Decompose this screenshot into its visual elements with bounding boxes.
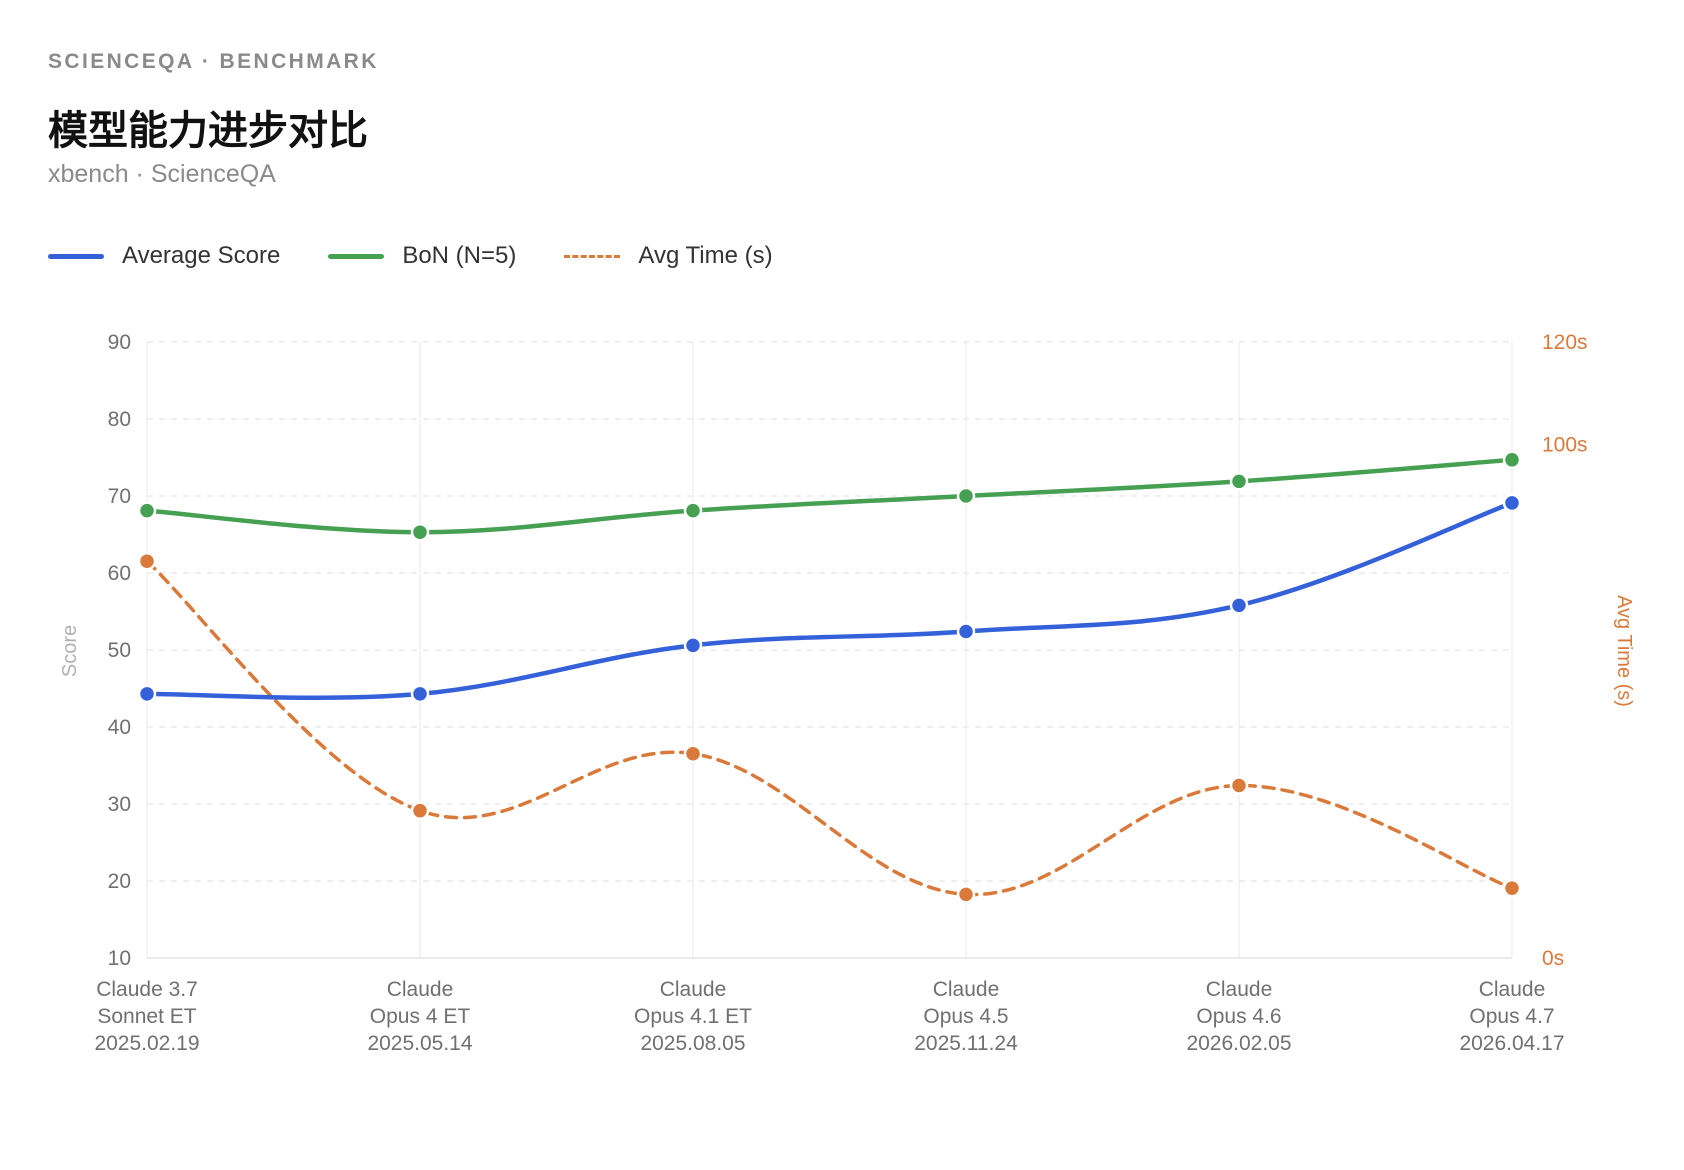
x-tick-label-3-2: 2025.11.24 (914, 1032, 1018, 1055)
legend-item-average-score[interactable]: Average Score (48, 242, 280, 270)
x-tick-label-1-1: Opus 4 ET (370, 1005, 471, 1028)
chart-legend: Average Score BoN (N=5) Avg Time (s) (48, 242, 821, 270)
data-point-avg-time-s-0 (137, 551, 157, 571)
data-point-average-score-1 (410, 684, 430, 704)
y-tick-label-30: 30 (108, 793, 131, 816)
x-tick-label-1-2: 2025.05.14 (367, 1032, 472, 1055)
chart-title: 模型能力进步对比 (48, 108, 368, 154)
chart-eyebrow: SCIENCEQA · BENCHMARK (48, 50, 379, 73)
data-point-bon-n-5-1 (410, 522, 430, 542)
legend-label-avg-time: Avg Time (s) (638, 242, 773, 269)
x-tick-label-0-1: Sonnet ET (97, 1005, 196, 1028)
legend-swatch-avg-time (564, 254, 621, 258)
x-tick-label-0-2: 2025.02.19 (94, 1032, 199, 1055)
x-tick-label-5-2: 2026.04.17 (1459, 1032, 1564, 1055)
data-point-avg-time-s-4 (1229, 776, 1249, 795)
y-tick-label-70: 70 (108, 485, 131, 508)
x-tick-label-5-1: Opus 4.7 (1469, 1005, 1554, 1028)
legend-label-bon: BoN (N=5) (402, 242, 517, 269)
x-tick-label-3-0: Claude (933, 978, 1000, 1001)
chart-subtitle: xbench · ScienceQA (48, 160, 276, 188)
x-tick-label-2-2: 2025.08.05 (640, 1032, 745, 1055)
y-tick-label-20: 20 (108, 870, 131, 893)
x-tick-label-5-0: Claude (1479, 978, 1546, 1001)
data-point-bon-n-5-0 (137, 501, 157, 520)
data-point-bon-n-5-2 (683, 501, 703, 520)
data-point-avg-time-s-1 (410, 801, 430, 820)
data-point-bon-n-5-3 (956, 486, 976, 506)
y-tick-label-80: 80 (108, 408, 131, 431)
y-tick-label-90: 90 (108, 331, 131, 354)
data-point-average-score-3 (956, 622, 976, 641)
legend-swatch-average-score (48, 253, 104, 259)
x-tick-label-0-0: Claude 3.7 (96, 978, 198, 1001)
y-tick-label-60: 60 (108, 562, 131, 585)
series-line-avg-time-s (145, 559, 1514, 897)
series-layer (137, 450, 1522, 904)
y2-tick-label-0: 0s (1542, 947, 1564, 970)
data-point-average-score-2 (683, 636, 703, 655)
series-line-bon-n-5 (144, 457, 1515, 535)
x-tick-label-4-2: 2026.02.05 (1186, 1032, 1291, 1055)
legend-label-average-score: Average Score (122, 242, 281, 269)
data-point-bon-n-5-5 (1502, 450, 1522, 470)
x-tick-label-4-1: Opus 4.6 (1196, 1005, 1281, 1028)
data-point-average-score-4 (1229, 596, 1249, 615)
x-tick-label-2-1: Opus 4.1 ET (634, 1005, 752, 1028)
y-tick-label-40: 40 (108, 716, 131, 739)
series-line-average-score (144, 500, 1515, 701)
y-tick-label-10: 10 (108, 947, 131, 970)
data-point-avg-time-s-2 (683, 744, 703, 763)
y-tick-label-50: 50 (108, 639, 131, 662)
x-tick-label-3-1: Opus 4.5 (923, 1005, 1008, 1028)
legend-item-bon[interactable]: BoN (N=5) (328, 242, 516, 270)
x-tick-label-1-0: Claude (387, 978, 454, 1001)
grid-layer (146, 341, 1513, 959)
axis-layer: 10 20 30 40 50 60 70 80 90 0s 100s 120s Score Avg Tim… (59, 331, 1635, 1055)
y2-axis-title: Avg Time (s) (1613, 595, 1635, 707)
legend-item-avg-time[interactable]: Avg Time (s) (564, 242, 773, 270)
data-point-average-score-0 (137, 684, 157, 704)
data-point-bon-n-5-4 (1229, 472, 1249, 491)
legend-swatch-bon (328, 253, 385, 259)
y-axis-title: Score (59, 625, 81, 677)
data-point-avg-time-s-5 (1502, 878, 1522, 898)
x-tick-label-4-0: Claude (1206, 978, 1273, 1001)
y2-tick-label-100: 100s (1542, 434, 1588, 457)
data-point-avg-time-s-3 (956, 885, 976, 904)
data-point-average-score-5 (1502, 493, 1522, 513)
x-tick-label-2-0: Claude (660, 978, 727, 1001)
y2-tick-label-120: 120s (1542, 331, 1588, 354)
